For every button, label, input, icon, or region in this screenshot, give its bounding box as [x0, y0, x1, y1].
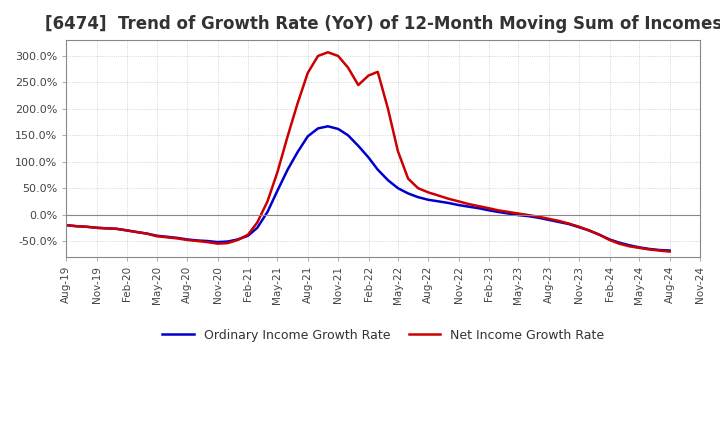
- Line: Net Income Growth Rate: Net Income Growth Rate: [66, 52, 670, 252]
- Line: Ordinary Income Growth Rate: Ordinary Income Growth Rate: [66, 126, 670, 250]
- Legend: Ordinary Income Growth Rate, Net Income Growth Rate: Ordinary Income Growth Rate, Net Income …: [157, 324, 609, 347]
- Title: [6474]  Trend of Growth Rate (YoY) of 12-Month Moving Sum of Incomes: [6474] Trend of Growth Rate (YoY) of 12-…: [45, 15, 720, 33]
